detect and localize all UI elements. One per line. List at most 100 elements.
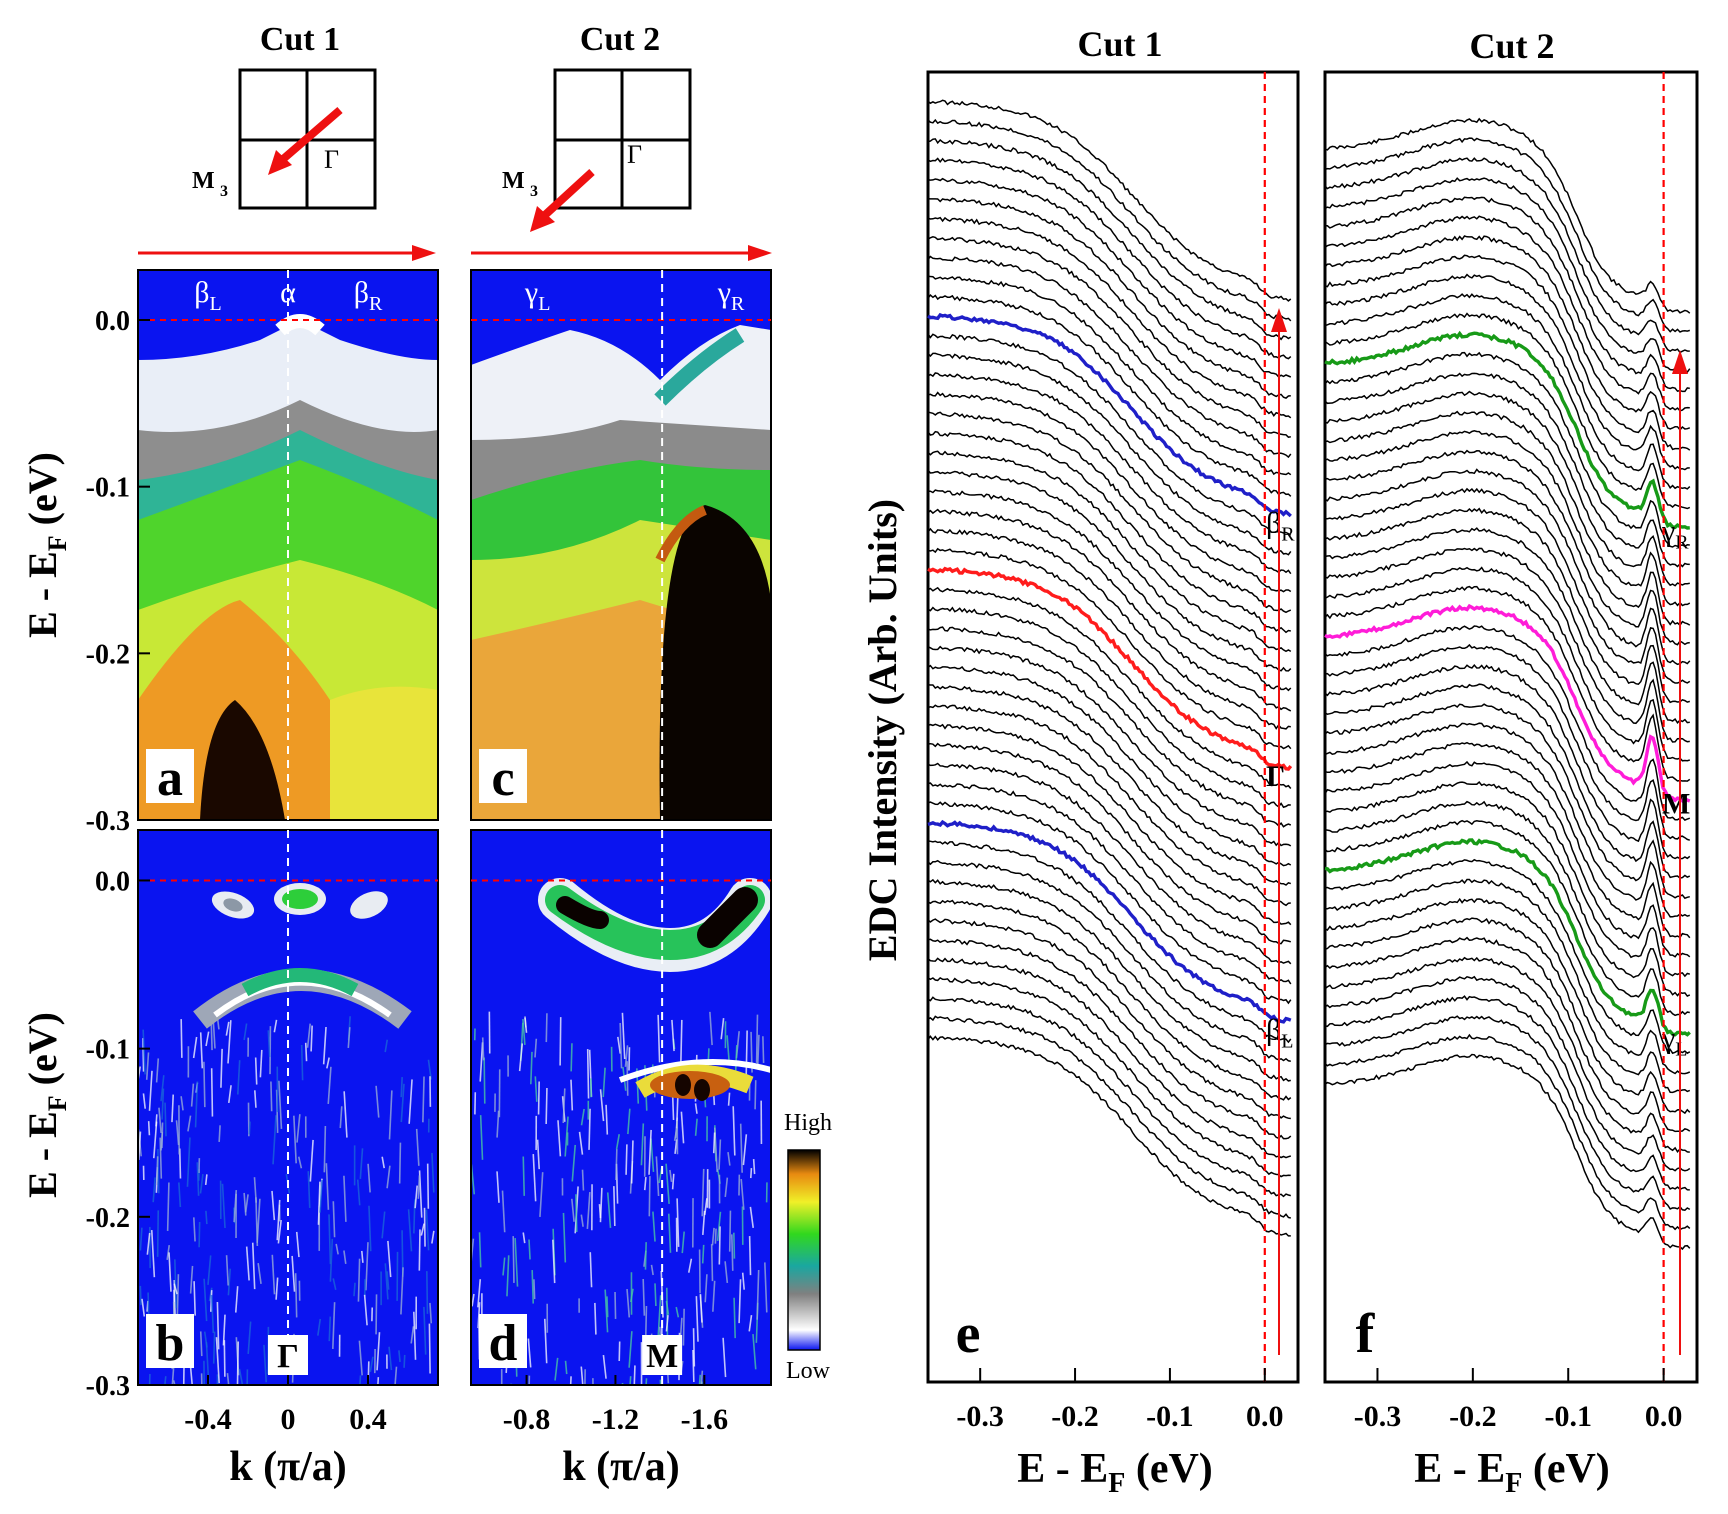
noise-streak: [150, 1230, 156, 1278]
noise-streak: [418, 1229, 421, 1271]
noise-streak: [174, 1259, 178, 1309]
noise-streak: [694, 1118, 698, 1136]
noise-streak: [205, 1210, 208, 1225]
panel-d-frame: [470, 829, 772, 1386]
band-label-a: α: [280, 276, 296, 309]
noise-streak: [681, 1231, 685, 1254]
noise-streak: [545, 1087, 548, 1125]
noise-streak: [270, 1081, 273, 1112]
noise-streak: [580, 1108, 585, 1126]
noise-streak: [564, 1360, 568, 1375]
noise-streak: [353, 1282, 356, 1297]
edc-curve-e: [927, 216, 1292, 419]
edc-curve-e: [927, 157, 1292, 360]
xtick-label-b: 0: [281, 1403, 296, 1436]
edc-curve-e: [928, 489, 1292, 692]
noise-streak: [533, 1279, 536, 1300]
edc-curve-f: [1324, 196, 1690, 393]
noise-streak: [562, 1212, 567, 1263]
noise-streak: [223, 1340, 226, 1377]
edc-highlight-f-25: [1324, 603, 1691, 803]
noise-streak: [193, 1217, 196, 1242]
noise-streak: [387, 1240, 392, 1278]
noise-streak: [322, 1026, 327, 1065]
noise-streak: [712, 1280, 716, 1312]
edc-curve-e: [927, 976, 1291, 1178]
noise-streak: [200, 1373, 203, 1385]
edc-curve-e: [927, 547, 1292, 750]
noise-streak: [643, 1177, 647, 1191]
noise-streak: [471, 1293, 475, 1307]
noise-streak: [531, 1270, 535, 1304]
point-label-bg-d: [642, 1335, 683, 1375]
noise-streak: [357, 1258, 361, 1302]
noise-streak: [148, 1070, 153, 1111]
noise-streak: [193, 1281, 196, 1316]
edc-curve-f: [1324, 585, 1691, 782]
edc-curve-label-e: βR: [1266, 507, 1295, 546]
noise-streak: [309, 1139, 314, 1182]
noise-streak: [218, 1125, 221, 1142]
edc-curve-f: [1324, 351, 1690, 548]
noise-streak: [171, 1094, 175, 1123]
noise-streak: [189, 1265, 194, 1294]
noise-streak: [180, 1096, 184, 1111]
noise-streak: [613, 1186, 616, 1227]
noise-streak: [522, 1019, 526, 1046]
panel-letter-bg-d: [479, 1314, 527, 1368]
noise-streak: [277, 1219, 282, 1244]
cut2-title-left: Cut 2: [580, 21, 660, 58]
edc-xtick-label-f: -0.1: [1544, 1400, 1592, 1433]
noise-streak: [599, 1089, 605, 1122]
edc-curve-f: [1324, 897, 1691, 1094]
noise-streak: [233, 1190, 238, 1223]
edc-curve-f: [1324, 507, 1691, 704]
noise-streak: [422, 1076, 425, 1123]
noise-streak: [187, 1115, 192, 1132]
noise-streak: [674, 1139, 678, 1154]
noise-streak: [700, 1370, 704, 1385]
noise-streak: [702, 1210, 706, 1236]
edc-curve-e: [927, 762, 1292, 965]
panel-letter-bg-a: [146, 749, 194, 803]
noise-streak: [205, 1031, 210, 1047]
edc-xtick-label-e: -0.2: [1051, 1400, 1099, 1433]
noise-streak: [654, 1283, 657, 1307]
noise-streak: [477, 1302, 481, 1329]
panel-c-heatmap: [471, 270, 771, 820]
noise-streak: [502, 1257, 506, 1276]
edc-curve-f: [1324, 312, 1691, 510]
colorbar-low-label: Low: [786, 1358, 831, 1384]
noise-streak: [155, 1156, 159, 1186]
noise-streak: [762, 1036, 765, 1063]
noise-streak: [557, 1120, 562, 1157]
noise-streak: [615, 1149, 618, 1180]
noise-streak: [199, 1174, 204, 1194]
bz-inset-cut2: Γ M 3: [502, 68, 692, 232]
noise-streak: [360, 1250, 364, 1263]
edc-curve-f: [1324, 625, 1691, 821]
noise-streak: [208, 1287, 213, 1302]
panel-e-edc-curves: [927, 99, 1293, 1237]
noise-streak: [671, 1019, 675, 1052]
noise-streak: [175, 1120, 180, 1146]
noise-streak: [186, 1137, 191, 1187]
noise-streak: [332, 1278, 337, 1290]
noise-streak: [630, 1140, 634, 1184]
noise-streak: [629, 1288, 634, 1303]
noise-streak: [727, 1092, 731, 1106]
noise-streak: [659, 1379, 662, 1385]
noise-streak: [528, 1239, 531, 1260]
noise-streak: [532, 1154, 537, 1202]
noise-streak: [539, 1172, 544, 1217]
noise-streak: [699, 1293, 703, 1323]
bz-m3-label: M: [192, 168, 215, 194]
cut1-title-right: Cut 1: [1077, 24, 1162, 64]
noise-streak: [724, 1261, 729, 1284]
noise-streak: [739, 1123, 743, 1173]
noise-streak: [159, 1137, 163, 1179]
noise-streak: [428, 1323, 431, 1374]
noise-streak: [138, 1131, 142, 1161]
edc-curve-e: [927, 508, 1292, 712]
noise-streak: [367, 1163, 371, 1193]
